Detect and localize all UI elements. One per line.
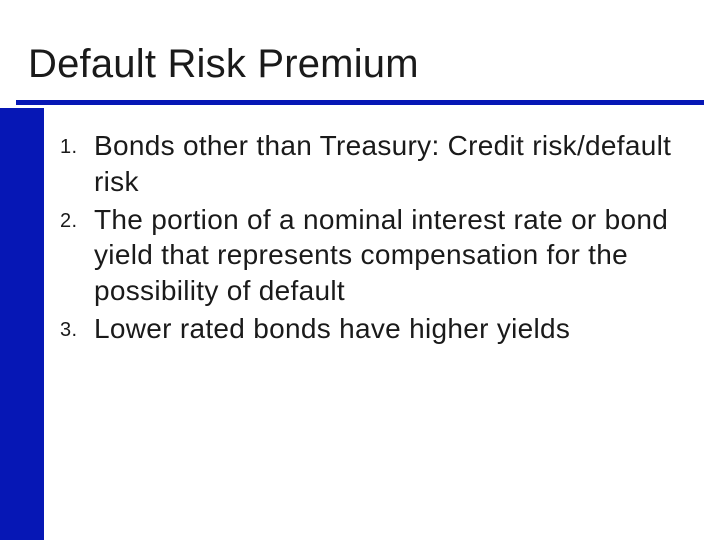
list-item-text: Bonds other than Treasury: Credit risk/d… bbox=[94, 130, 671, 197]
title-underline bbox=[16, 100, 704, 105]
slide-body: Bonds other than Treasury: Credit risk/d… bbox=[60, 128, 680, 349]
list-item: The portion of a nominal interest rate o… bbox=[60, 202, 680, 309]
list-item-text: The portion of a nominal interest rate o… bbox=[94, 204, 668, 307]
list-item: Bonds other than Treasury: Credit risk/d… bbox=[60, 128, 680, 200]
slide: Default Risk Premium Bonds other than Tr… bbox=[0, 0, 720, 540]
side-accent-bar bbox=[0, 108, 44, 540]
numbered-list: Bonds other than Treasury: Credit risk/d… bbox=[60, 128, 680, 347]
slide-title: Default Risk Premium bbox=[28, 42, 419, 87]
list-item: Lower rated bonds have higher yields bbox=[60, 311, 680, 347]
list-item-text: Lower rated bonds have higher yields bbox=[94, 313, 570, 344]
